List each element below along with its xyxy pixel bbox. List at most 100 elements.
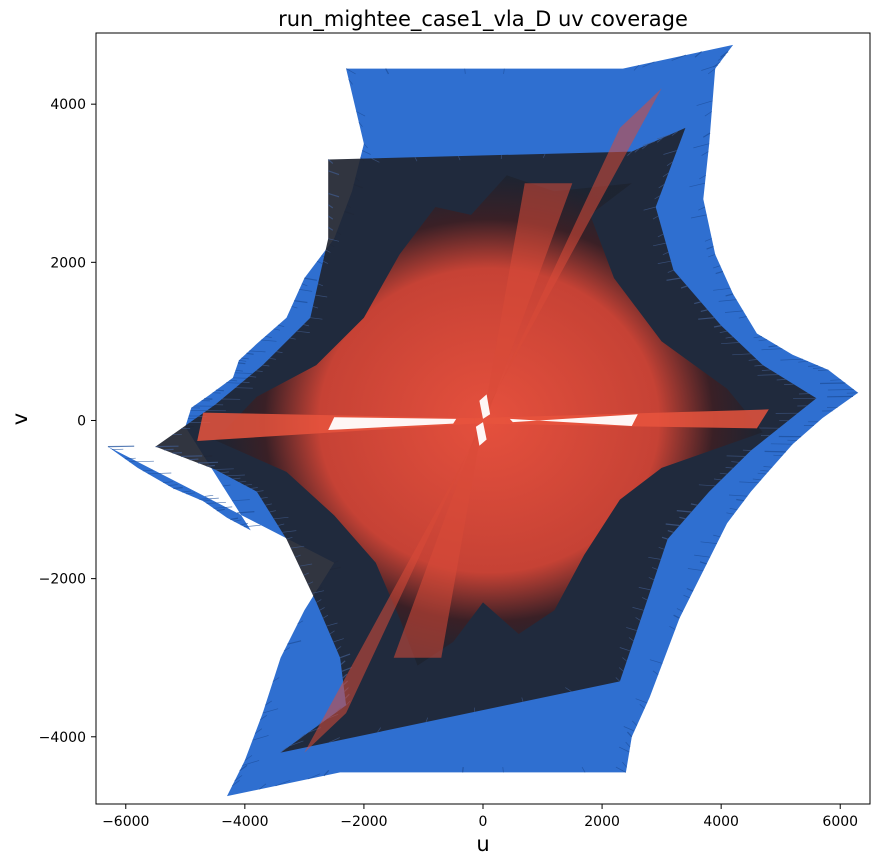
uv-sample-streak [696,100,713,106]
uv-sample-streak [362,150,371,155]
uv-sample-streak [198,461,219,464]
uv-sample-streak [689,182,706,188]
uv-sample-streak [244,755,253,761]
uv-sample-streak [286,536,293,540]
uv-sample-streak [708,254,716,258]
uv-sample-streak [680,285,688,289]
uv-sample-streak [632,607,644,611]
uv-sample-streak [272,677,280,682]
y-tick-label: 2000 [50,255,86,271]
x-axis-label: u [476,832,489,856]
uv-sample-streak [356,111,366,117]
uv-sample-streak [307,581,314,585]
uv-sample-streak [229,379,238,382]
y-tick-label: 4000 [50,97,86,113]
uv-sample-streak [642,597,648,601]
uv-sample-streak [719,472,728,475]
uv-sample-streak [623,726,635,732]
uv-sample-streak [729,508,738,511]
uv-sample-streak [249,376,257,378]
uv-sample-streak [738,316,747,319]
uv-sample-streak [462,767,464,773]
uv-sample-streak [635,698,648,704]
uv-sample-streak [658,546,665,550]
uv-sample-streak [173,486,183,490]
uv-sample-streak [625,741,631,748]
uv-sample-streak [260,339,277,342]
uv-sample-streak [206,464,215,467]
uv-sample-streak [215,389,224,392]
plot-area [107,44,859,797]
uv-sample-streak [690,214,707,219]
uv-sample-streak [203,499,212,502]
uv-sample-streak [502,767,504,773]
uv-sample-streak [129,460,154,463]
uv-radial-ray [393,420,483,658]
uv-sample-streak [819,382,846,385]
uv-sample-streak [726,455,746,457]
uv-sample-streak [641,144,648,150]
uv-sample-streak [276,351,283,353]
uv-sample-streak [657,233,664,238]
y-axis: −4000 −2000 0 2000 4000 [39,97,96,746]
uv-sample-streak [726,512,734,515]
uv-sample-streak [363,143,368,149]
uv-sample-streak [259,783,267,790]
uv-sample-streak [377,727,381,733]
uv-sample-streak [702,132,711,138]
uv-sample-streak [280,747,287,753]
uv-sample-streak [290,545,305,549]
uv-sample-streak [736,498,745,502]
uv-sample-streak [725,336,734,339]
uv-sample-streak [784,383,794,385]
uv-sample-streak [761,348,783,351]
uv-sample-streak [222,484,231,487]
uv-sample-streak [752,478,762,481]
uv-sample-streak [262,708,279,714]
uv-sample-streak [252,735,269,741]
uv-sample-streak [667,530,674,533]
uv-sample-streak [255,370,263,372]
uv-sample-streak [425,717,429,723]
uv-sample-streak [328,192,340,198]
uv-sample-streak [713,265,721,269]
uv-sample-streak [181,455,203,457]
uv-sample-streak [256,490,264,492]
uv-sample-streak [311,590,325,594]
uv-sample-streak [694,51,702,58]
uv-sample-streak [642,61,655,68]
uv-sample-streak [671,131,679,136]
uv-sample-streak [754,364,763,367]
uv-sample-streak [265,700,272,706]
uv-sample-streak [698,317,715,320]
uv-sample-streak [760,469,769,472]
uv-sample-streak [652,215,659,220]
uv-sample-streak [780,358,803,361]
uv-sample-streak [635,617,641,621]
uv-sample-streak [701,151,709,156]
uv-sample-streak [303,324,309,327]
uv-sample-streak [339,653,351,659]
x-tick-label: 4000 [703,814,739,830]
uv-sample-streak [235,369,243,372]
uv-sample-streak [627,151,633,156]
uv-sample-streak [124,457,136,460]
uv-sample-streak [336,646,342,651]
uv-coverage-gap [479,394,491,419]
uv-sample-streak [244,483,253,486]
uv-sample-streak [713,478,722,481]
uv-sample-streak [658,184,665,189]
uv-sample-streak [147,472,172,475]
uv-sample-streak [275,780,291,787]
uv-sample-streak [342,673,348,679]
uv-sample-streak [296,330,310,333]
uv-sample-streak [289,740,304,747]
uv-sample-streak [698,484,716,487]
chart-title: run_mightee_case1_vla_D uv coverage [278,7,688,32]
uv-sample-streak [700,309,708,312]
uv-sample-streak [739,481,759,484]
uv-sample-streak [325,249,331,253]
uv-sample-streak [615,677,621,682]
uv-sample-streak [808,365,819,367]
uv-sample-streak [358,121,363,127]
